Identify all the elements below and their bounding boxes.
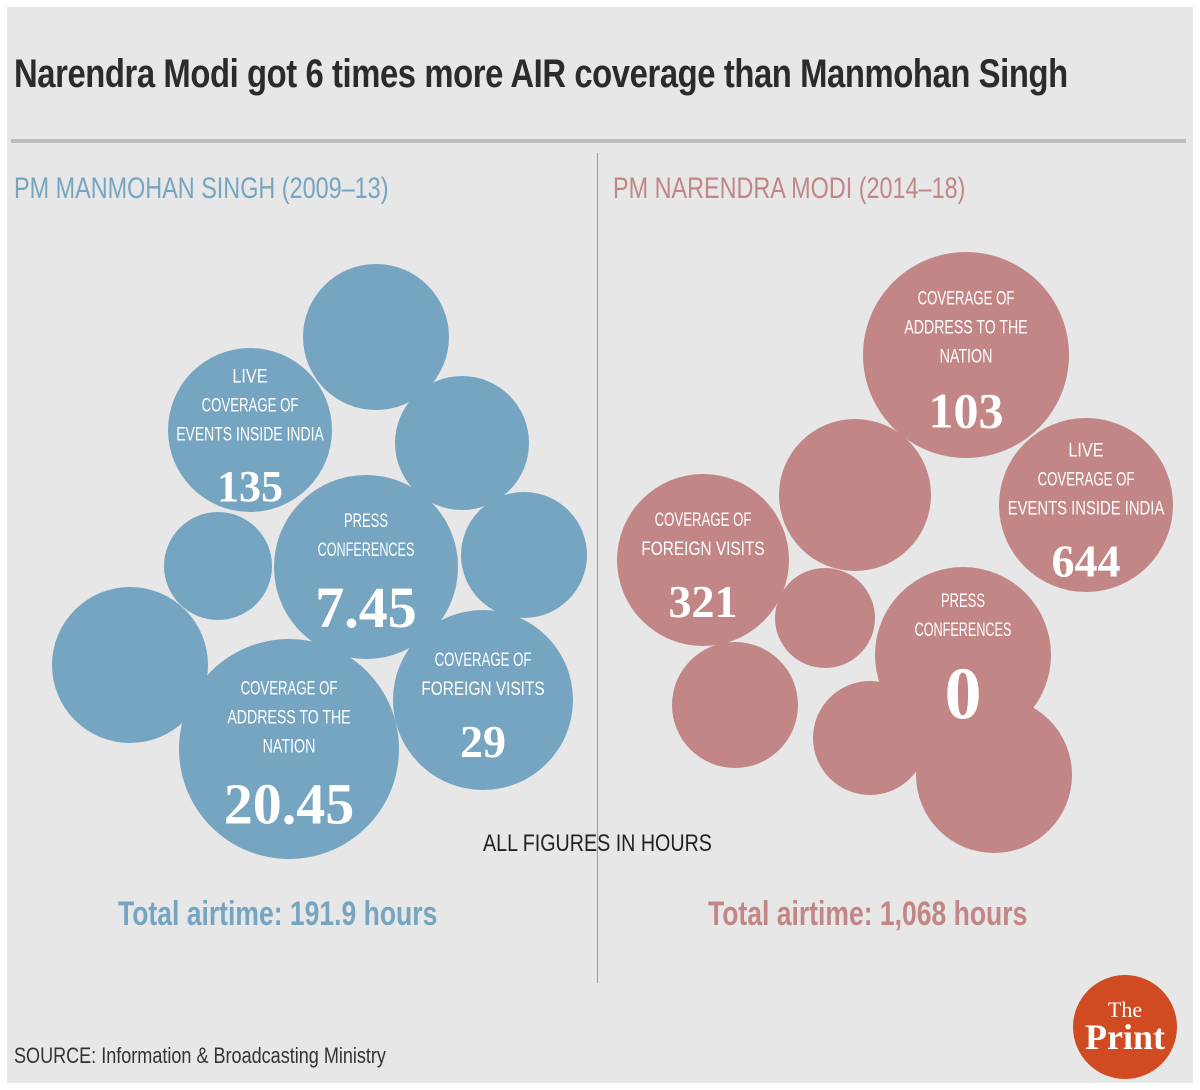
manmohan-bubble-label: PRESS (344, 511, 388, 532)
modi-header: PM NARENDRA MODI (2014–18) (613, 172, 966, 205)
manmohan-bubble-circle (393, 610, 573, 790)
manmohan-bubble-value: 135 (217, 462, 283, 511)
modi-bubble-label: EVENTS INSIDE INDIA (1008, 499, 1165, 520)
chart-title: Narendra Modi got 6 times more AIR cover… (14, 52, 1068, 96)
manmohan-bubble-value: 20.45 (224, 771, 355, 836)
modi-blank-bubble (775, 568, 875, 668)
manmohan-bubble-label: LIVE (232, 367, 267, 388)
theprint-logo: The Print (1073, 975, 1177, 1079)
manmohan-bubble-circle (274, 475, 458, 659)
manmohan-blank-bubble (303, 264, 449, 410)
modi-bubble-circle (617, 474, 789, 646)
modi-bubble-value: 644 (1052, 536, 1121, 587)
manmohan-bubble: COVERAGE OF FOREIGN VISITS 29 (393, 610, 573, 790)
modi-bubble-label: ADDRESS TO THE (904, 318, 1027, 339)
manmohan-bubble-label: ADDRESS TO THE (227, 708, 350, 729)
manmohan-blank-bubble (395, 376, 529, 510)
manmohan-bubble-label: COVERAGE OF (435, 650, 532, 671)
modi-bubble-circle (875, 567, 1051, 743)
modi-total: Total airtime: 1,068 hours (708, 895, 1028, 933)
modi-bubble: LIVE COVERAGE OF EVENTS INSIDE INDIA 644 (999, 418, 1173, 592)
manmohan-bubble-value: 7.45 (315, 575, 417, 640)
manmohan-blank-bubble (164, 512, 272, 620)
modi-bubble: PRESS CONFERENCES 0 (875, 567, 1051, 743)
modi-bubble-label: COVERAGE OF (918, 289, 1015, 310)
manmohan-bubble-label: CONFERENCES (318, 540, 415, 561)
modi-bubble-value: 321 (669, 576, 738, 627)
logo-print: Print (1085, 1017, 1165, 1057)
modi-bubble-label: PRESS (941, 591, 985, 612)
modi-bubble-label: CONFERENCES (915, 620, 1012, 641)
units-note: ALL FIGURES IN HOURS (483, 830, 712, 857)
modi-bubble-label: COVERAGE OF (1038, 470, 1135, 491)
manmohan-total: Total airtime: 191.9 hours (118, 895, 438, 933)
modi-blank-bubble (779, 419, 931, 571)
modi-bubble: COVERAGE OF FOREIGN VISITS 321 (617, 474, 789, 646)
source-note: SOURCE: Information & Broadcasting Minis… (14, 1043, 386, 1068)
modi-bubble-value: 103 (929, 383, 1004, 439)
modi-bubble-label: NATION (940, 347, 993, 368)
modi-blank-bubble (672, 642, 798, 768)
modi-bubble-circle (863, 252, 1069, 458)
manmohan-bubble-label: COVERAGE OF (241, 679, 338, 700)
modi-bubble: COVERAGE OF ADDRESS TO THE NATION 103 (863, 252, 1069, 458)
manmohan-bubble: PRESS CONFERENCES 7.45 (274, 475, 458, 659)
manmohan-header: PM MANMOHAN SINGH (2009–13) (14, 172, 389, 205)
modi-bubble-label: LIVE (1068, 441, 1103, 462)
title-rule (11, 139, 1186, 143)
manmohan-bubble-label: NATION (263, 737, 316, 758)
manmohan-bubble-label: COVERAGE OF (202, 396, 299, 417)
modi-bubble-label: FOREIGN VISITS (641, 539, 764, 560)
manmohan-bubble-circle (179, 639, 399, 859)
modi-bubble-value: 0 (945, 653, 982, 735)
manmohan-bubble-label: FOREIGN VISITS (421, 679, 544, 700)
manmohan-bubble: LIVE COVERAGE OF EVENTS INSIDE INDIA 135 (168, 348, 332, 512)
manmohan-bubble: COVERAGE OF ADDRESS TO THE NATION 20.45 (179, 639, 399, 859)
panel-divider (597, 153, 598, 983)
manmohan-bubble-value: 29 (460, 716, 506, 767)
manmohan-bubble-circle (168, 348, 332, 512)
manmohan-bubble-label: EVENTS INSIDE INDIA (176, 425, 324, 446)
logo-the: The (1107, 997, 1143, 1022)
modi-bubble-label: COVERAGE OF (655, 510, 752, 531)
modi-bubble-circle (999, 418, 1173, 592)
manmohan-blank-bubble (52, 587, 208, 743)
manmohan-blank-bubble (461, 492, 587, 618)
